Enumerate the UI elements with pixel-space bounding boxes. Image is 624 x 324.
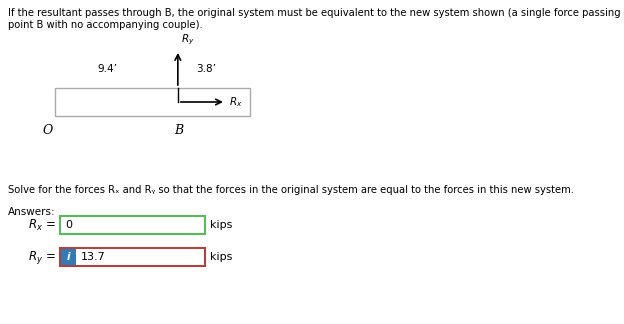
Text: kips: kips [210, 220, 232, 230]
Text: If the resultant passes through B, the original system must be equivalent to the: If the resultant passes through B, the o… [8, 8, 624, 18]
Text: 9.4’: 9.4’ [97, 64, 118, 74]
Text: Answers:: Answers: [8, 207, 56, 217]
Text: $R_x$ =: $R_x$ = [28, 217, 56, 233]
Bar [60, 248, 76, 266]
Text: B: B [174, 124, 183, 137]
Text: $R_x$: $R_x$ [229, 95, 242, 109]
Text: O: O [43, 124, 53, 137]
Text: 13.7: 13.7 [81, 252, 105, 262]
Text: $R_y$ =: $R_y$ = [28, 249, 56, 265]
Text: point B with no accompanying couple).: point B with no accompanying couple). [8, 20, 203, 30]
Text: Solve for the forces Rₓ and Rᵧ so that the forces in the original system are equ: Solve for the forces Rₓ and Rᵧ so that t… [8, 185, 574, 195]
Text: $R_y$: $R_y$ [181, 33, 195, 47]
Bar [60, 216, 205, 234]
Text: 0: 0 [65, 220, 72, 230]
Bar [55, 88, 250, 116]
Text: kips: kips [210, 252, 232, 262]
Text: i: i [66, 252, 70, 262]
Bar [60, 248, 205, 266]
Text: 3.8’: 3.8’ [196, 64, 216, 74]
